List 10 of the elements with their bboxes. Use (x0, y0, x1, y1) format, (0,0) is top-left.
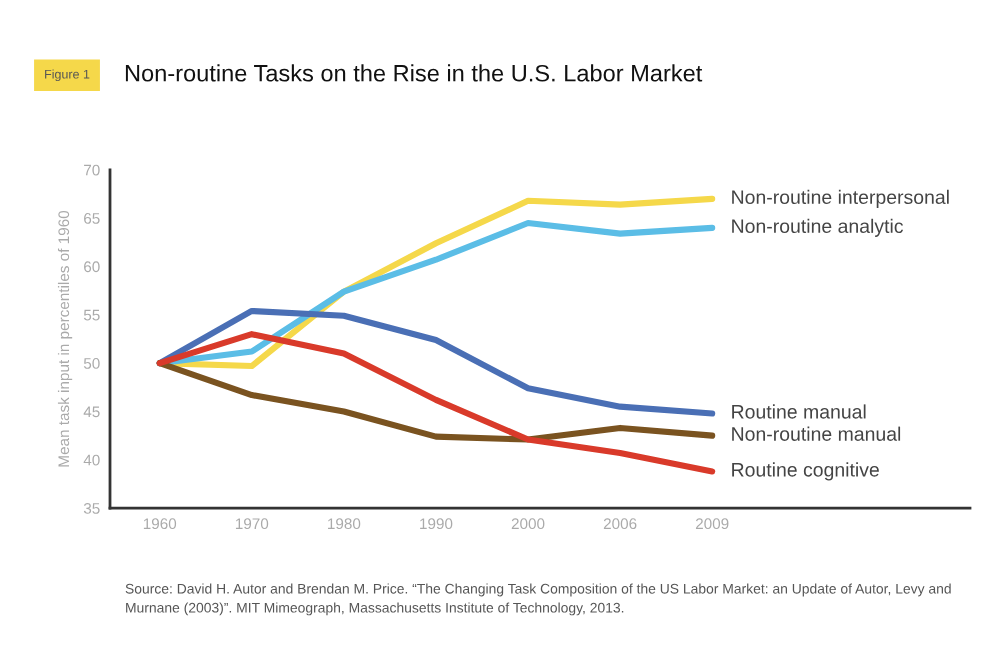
line-series (156, 331, 716, 475)
series-label: Non-routine analytic (732, 218, 904, 237)
line-series (156, 360, 716, 443)
line-series (156, 307, 716, 417)
series-label: Routine manual (732, 404, 866, 419)
series-label: Non-routine manual (732, 426, 901, 441)
series-label: Routine cognitive (732, 462, 879, 481)
series-label: Non-routine interpersonal (732, 189, 949, 208)
line-series (156, 219, 716, 367)
chart-title: Non-routine Tasks on the Rise in the U.S. Labor Market (125, 64, 703, 82)
